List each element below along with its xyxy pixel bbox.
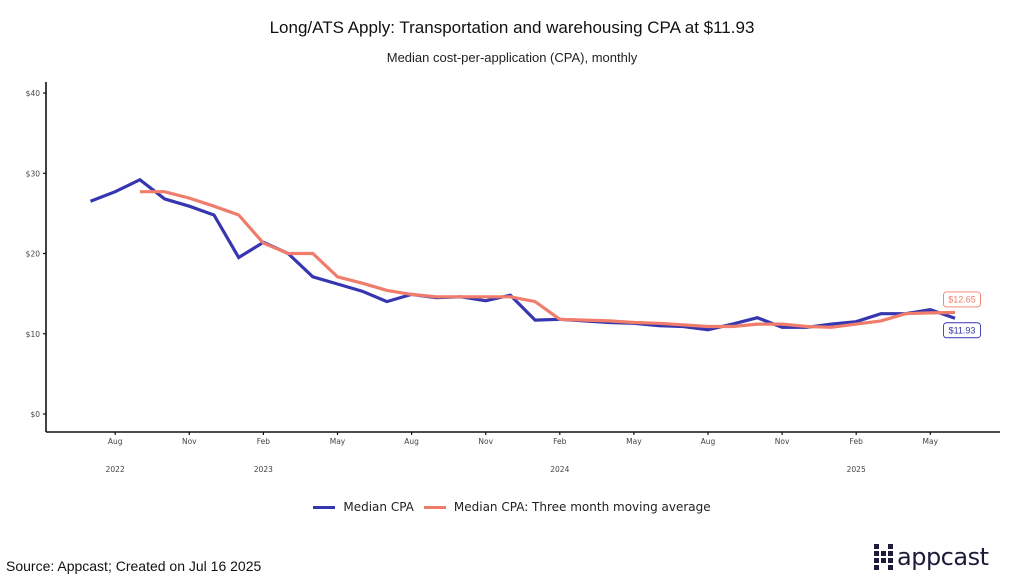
x-tick-label: Nov bbox=[478, 437, 493, 446]
legend: Median CPA Median CPA: Three month movin… bbox=[0, 500, 1024, 514]
logo-mark-icon bbox=[874, 544, 893, 570]
x-year-label: 2025 bbox=[847, 465, 866, 474]
series-line-moving-average bbox=[139, 190, 956, 329]
legend-swatch-moving-average bbox=[423, 505, 446, 509]
logo-text: appcast bbox=[897, 543, 989, 571]
x-tick-label: Feb bbox=[257, 437, 271, 446]
end-label-box bbox=[943, 291, 981, 308]
appcast-logo: appcast bbox=[874, 543, 989, 571]
x-year-label: 2024 bbox=[550, 465, 569, 474]
x-tick-label: Aug bbox=[701, 437, 716, 446]
legend-label-moving-average: Median CPA: Three month moving average bbox=[453, 500, 711, 514]
x-tick-label: May bbox=[330, 437, 346, 446]
end-label-median-cpa: $11.93 bbox=[943, 322, 981, 339]
legend-item-moving-average: Median CPA: Three month moving average bbox=[423, 500, 711, 514]
end-labels: $12.65 $11.93 bbox=[943, 291, 981, 339]
x-tick-label: May bbox=[923, 437, 939, 446]
end-label-box bbox=[943, 322, 981, 339]
x-tick-label: Aug bbox=[108, 437, 123, 446]
x-year-label: 2022 bbox=[106, 465, 125, 474]
legend-label-median-cpa: Median CPA bbox=[343, 500, 414, 514]
end-label-text: $11.93 bbox=[949, 325, 976, 335]
x-tick-label: May bbox=[626, 437, 642, 446]
x-tick-label: Nov bbox=[182, 437, 197, 446]
x-tick-label: Feb bbox=[553, 437, 567, 446]
y-tick-label: $30 bbox=[26, 169, 41, 178]
series-line-median-cpa bbox=[89, 177, 956, 332]
x-tick-label: Nov bbox=[775, 437, 790, 446]
series-group bbox=[89, 177, 956, 332]
end-label-moving-average: $12.65 bbox=[943, 291, 981, 308]
chart-title: Long/ATS Apply: Transportation and wareh… bbox=[269, 18, 755, 37]
y-tick-label: $0 bbox=[30, 410, 40, 419]
legend-swatch-median-cpa bbox=[313, 505, 336, 509]
chart-subtitle: Median cost-per-application (CPA), month… bbox=[386, 50, 638, 65]
y-tick-label: $40 bbox=[26, 89, 41, 98]
axes: $0 $10 $20 $30 $40 Aug Nov Feb May Aug Nov Feb May Au… bbox=[26, 82, 1000, 474]
end-label-text: $12.65 bbox=[948, 295, 976, 305]
source-note: Source: Appcast; Created on Jul 16 2025 bbox=[6, 558, 262, 574]
line-chart: $0 $10 $20 $30 $40 Aug Nov Feb May Aug Nov Feb May Au… bbox=[26, 82, 1000, 474]
y-tick-label: $10 bbox=[26, 330, 41, 339]
x-year-label: 2023 bbox=[254, 465, 273, 474]
x-tick-label: Aug bbox=[404, 437, 419, 446]
y-tick-label: $20 bbox=[26, 250, 41, 259]
legend-item-median-cpa: Median CPA bbox=[313, 500, 414, 514]
x-tick-label: Feb bbox=[850, 437, 864, 446]
